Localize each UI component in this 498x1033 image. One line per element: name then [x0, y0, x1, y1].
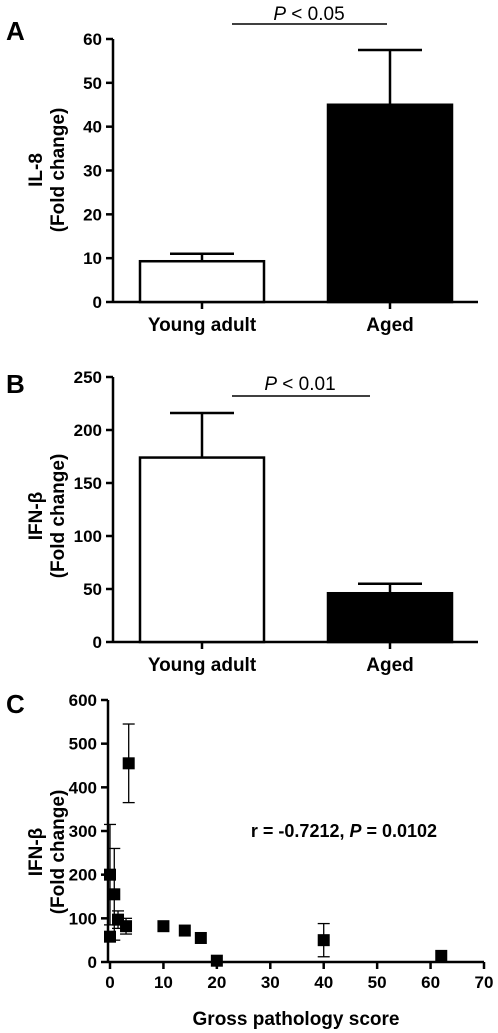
panel-b-ytick-label: 250 — [74, 368, 102, 387]
panel-a-ytick-label: 0 — [93, 293, 102, 312]
panel-b-ytick-label: 200 — [74, 421, 102, 440]
panel-b-ylabel-line2: (Fold change) — [48, 454, 69, 579]
panel-c-ytick-label: 0 — [88, 953, 97, 972]
panel-a-category-label: Young adult — [148, 315, 257, 336]
panel-b-category-label: Young adult — [148, 655, 257, 676]
panel-a-ytick-label: 20 — [83, 205, 102, 224]
panel-c-data-point — [317, 934, 330, 947]
panel-c-xtick-label: 40 — [314, 973, 333, 992]
panel-a-ylabel-line1: IL-8 — [26, 153, 47, 187]
panel-c-xtick-label: 0 — [105, 973, 114, 992]
panel-c-data-point — [108, 888, 121, 901]
panel-c-scatter-plot: IFN-β (Fold change) Gross pathology scor… — [26, 691, 493, 1030]
panel-c-xtick-label: 20 — [207, 973, 226, 992]
panel-a-ylabel-line2: (Fold change) — [48, 108, 69, 233]
panel-c-data-point — [157, 920, 170, 933]
panel-c-correlation-annotation: r = -0.7212, P = 0.0102 — [251, 821, 437, 841]
panel-a-bar-aged — [326, 103, 454, 304]
panel-c-data-point — [122, 757, 135, 770]
panel-letter-c: C — [6, 689, 25, 719]
panel-c-data-point — [120, 920, 133, 933]
panel-a-ytick-label: 60 — [83, 30, 102, 49]
panel-c-ytick-label: 300 — [69, 822, 97, 841]
panel-letter-b: B — [6, 369, 25, 399]
panel-a-il8-bar-chart: IL-8 (Fold change) P < 0.05 0 10 20 30 40 50 6… — [26, 4, 478, 336]
panel-c-xtick-label: 70 — [475, 973, 494, 992]
panel-c-ytick-label: 600 — [69, 691, 97, 710]
panel-c-xlabel: Gross pathology score — [193, 1009, 400, 1030]
panel-b-bar-young-adult — [138, 456, 266, 644]
panel-b-ylabel-line1: IFN-β — [26, 492, 47, 541]
panel-c-xtick-label: 50 — [368, 973, 387, 992]
panel-c-xtick-label: 10 — [154, 973, 173, 992]
panel-a-bar-young-adult — [138, 259, 266, 304]
panel-b-category-label: Aged — [366, 655, 414, 676]
panel-b-bar-aged — [326, 591, 454, 644]
panel-c-data-point — [104, 868, 116, 881]
panel-c-data-point — [178, 924, 191, 937]
panel-b-ytick-label: 50 — [83, 580, 102, 599]
panel-a-ytick-label: 50 — [83, 74, 102, 93]
panel-a-category-label: Aged — [366, 315, 414, 336]
panel-b-ytick-label: 100 — [74, 527, 102, 546]
panel-a-ytick-label: 40 — [83, 118, 102, 137]
panel-b-ytick-label: 0 — [93, 633, 102, 652]
panel-c-data-point — [194, 931, 207, 944]
panel-c-xtick-label: 60 — [421, 973, 440, 992]
panel-a-ytick-label: 10 — [83, 249, 102, 268]
panel-letter-a: A — [6, 16, 25, 46]
panel-b-ytick-label: 150 — [74, 474, 102, 493]
panel-c-ytick-label: 100 — [69, 909, 97, 928]
panel-c-data-point — [210, 954, 223, 967]
panel-c-ylabel-line1: IFN-β — [26, 828, 47, 877]
panel-a-ytick-label: 30 — [83, 162, 102, 181]
panel-c-xtick-label: 30 — [261, 973, 280, 992]
panel-c-ytick-label: 200 — [69, 866, 97, 885]
panel-b-pvalue: P < 0.01 — [264, 374, 335, 395]
panel-a-pvalue: P < 0.05 — [273, 4, 344, 25]
panel-c-ylabel-line2: (Fold change) — [48, 790, 69, 915]
panel-c-ytick-label: 500 — [69, 735, 97, 754]
panel-c-data-point — [435, 949, 448, 962]
panel-b-ifnb-bar-chart: IFN-β (Fold change) P < 0.01 0 50 100 150 20… — [26, 368, 478, 676]
panel-c-ytick-label: 400 — [69, 778, 97, 797]
